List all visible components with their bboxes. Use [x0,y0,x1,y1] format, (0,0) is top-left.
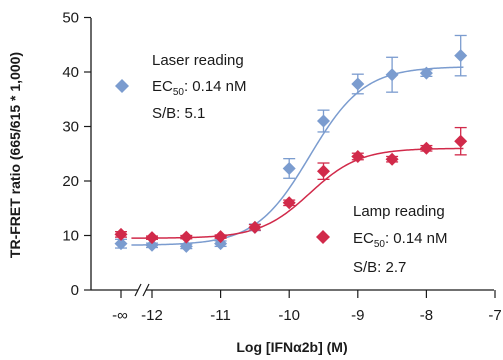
data-point-1-4 [248,220,262,234]
data-point-1-9 [419,141,433,155]
y-tick-label-5: 50 [62,10,79,27]
y-tick-label-2: 20 [62,173,79,190]
data-point-1-neg-infinity [114,227,128,241]
data-point-0-3 [214,237,228,251]
x-axis-break-left [134,283,142,297]
data-point-1-2 [179,230,193,244]
legend-laser-sb: S/B: 5.1 [152,105,205,122]
y-tick-label-4: 40 [62,64,79,81]
data-point-0-10 [454,49,468,63]
data-point-0-7 [351,77,365,91]
legend-lamp-name: Lamp reading [353,203,445,220]
legend-laser-marker [115,79,129,93]
data-point-0-8 [385,68,399,82]
axis-ticks: -12 -11 -10 -9 -8 -7 0 10 20 30 40 50 [62,10,501,325]
data-point-0-9 [419,66,433,80]
y-axis-title: TR-FRET ratio (665/615 * 1,000) [7,52,23,258]
legend-laser-ec50-value: : 0.14 nM [184,78,247,95]
data-point-0-6 [317,114,330,128]
legend-lamp-ec50-label: EC [353,230,374,247]
legend-lamp-ec50-sub: 50 [374,239,386,250]
x-tick-label-neg-infinity: -∞ [112,307,128,324]
x-tick-label-5: -7 [488,307,501,324]
legend-lamp-marker [316,230,330,244]
legend-laser-ec50-label: EC [152,78,173,95]
data-point-1-3 [214,230,228,244]
legend-lamp-ec50-value: : 0.14 nM [385,230,448,247]
fit-curve-1 [131,147,464,239]
legend-laser-ec50: EC50: 0.14 nM [152,78,247,98]
x-tick-label-1: -11 [210,307,231,324]
legend-laser-name: Laser reading [152,52,244,69]
data-point-0-2 [179,239,193,253]
x-axis-break-right [142,283,150,297]
y-tick-label-3: 30 [62,119,79,136]
legend-lamp-sb: S/B: 2.7 [353,259,406,276]
data-point-0-neg-infinity [114,237,128,251]
data-point-1-5 [282,196,296,210]
data-point-1-6 [317,164,330,178]
data-markers [114,49,468,253]
x-tick-label-0: -12 [141,307,163,324]
x-tick-label-3: -9 [351,307,364,324]
data-point-1-1 [145,231,159,245]
legend-lamp: Lamp reading EC50: 0.14 nM S/B: 2.7 [316,203,448,276]
data-point-1-7 [351,149,365,163]
legend-lamp-ec50: EC50: 0.14 nM [353,230,448,250]
data-point-1-10 [454,134,468,148]
y-tick-label-0: 0 [71,282,79,299]
data-point-1-8 [385,152,399,166]
data-point-0-5 [282,161,296,175]
x-tick-label-4: -8 [420,307,433,324]
x-axis-title: Log [IFNα2b] (M) [236,339,347,355]
legend-laser-ec50-sub: 50 [173,87,185,98]
y-tick-label-1: 10 [62,228,79,245]
x-tick-label-2: -10 [278,307,300,324]
data-point-0-1 [145,238,159,252]
legend-laser: Laser reading EC50: 0.14 nM S/B: 5.1 [115,52,247,122]
